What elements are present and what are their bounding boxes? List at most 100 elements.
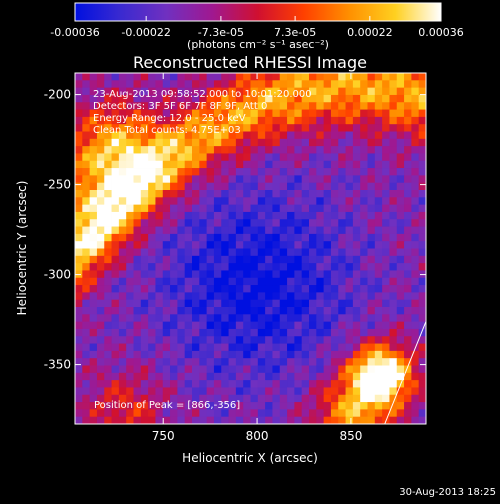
- heatmap-cell: [243, 197, 251, 206]
- heatmap-cell: [235, 343, 244, 352]
- heatmap-cell: [418, 233, 426, 242]
- heatmap-cell: [279, 336, 288, 344]
- heatmap-cell: [352, 277, 361, 286]
- heatmap-cell: [374, 365, 383, 374]
- heatmap-cell: [75, 116, 83, 125]
- heatmap-cell: [411, 175, 420, 184]
- heatmap-cell: [96, 219, 105, 227]
- heatmap-cell: [192, 380, 200, 388]
- heatmap-cell: [104, 255, 112, 264]
- heatmap-cell: [323, 394, 332, 403]
- heatmap-cell: [75, 124, 83, 132]
- heatmap-cell: [148, 402, 156, 410]
- heatmap-cell: [374, 292, 383, 301]
- heatmap-cell: [404, 270, 412, 279]
- heatmap-cell: [389, 263, 398, 271]
- heatmap-cell: [155, 102, 164, 110]
- heatmap-cell: [75, 365, 83, 374]
- heatmap-cell: [118, 380, 127, 388]
- heatmap-cell: [221, 204, 229, 213]
- heatmap-cell: [162, 182, 171, 191]
- heatmap-cell: [404, 350, 412, 359]
- heatmap-cell: [396, 248, 405, 257]
- heatmap-cell: [199, 138, 208, 147]
- heatmap-cell: [213, 182, 222, 191]
- heatmap-cell: [338, 321, 346, 330]
- heatmap-cell: [82, 146, 91, 154]
- heatmap-cell: [206, 394, 215, 403]
- heatmap-cell: [126, 372, 134, 381]
- heatmap-cell: [389, 197, 398, 206]
- heatmap-cell: [228, 314, 237, 323]
- heatmap-cell: [396, 102, 405, 110]
- heatmap-cell: [352, 153, 361, 162]
- heatmap-cell: [382, 226, 390, 235]
- heatmap-cell: [221, 219, 229, 227]
- heatmap-cell: [75, 109, 83, 118]
- heatmap-cell: [213, 131, 222, 140]
- heatmap-cell: [104, 109, 112, 118]
- heatmap-cell: [272, 124, 281, 132]
- heatmap-cell: [155, 73, 164, 81]
- heatmap-cell: [257, 394, 266, 403]
- heatmap-cell: [396, 124, 405, 132]
- heatmap-cell: [126, 109, 134, 118]
- heatmap-cell: [148, 314, 156, 323]
- heatmap-cell: [257, 372, 266, 381]
- heatmap-cell: [279, 153, 288, 162]
- heatmap-cell: [374, 343, 383, 352]
- heatmap-cell: [367, 87, 376, 96]
- heatmap-cell: [287, 131, 295, 140]
- heatmap-cell: [338, 233, 346, 242]
- heatmap-cell: [404, 73, 412, 81]
- heatmap-cell: [272, 343, 281, 352]
- heatmap-cell: [309, 124, 317, 132]
- heatmap-cell: [338, 285, 346, 293]
- heatmap-cell: [265, 387, 273, 396]
- heatmap-cell: [360, 387, 368, 396]
- heatmap-cell: [330, 138, 339, 147]
- heatmap-cell: [213, 124, 222, 132]
- heatmap-cell: [89, 416, 98, 424]
- heatmap-cell: [213, 372, 222, 381]
- heatmap-cell: [411, 73, 420, 81]
- heatmap-cell: [111, 80, 120, 89]
- heatmap-cell: [382, 365, 390, 374]
- heatmap-cell: [309, 387, 317, 396]
- heatmap-cell: [411, 146, 420, 154]
- heatmap-cell: [170, 365, 178, 374]
- heatmap-cell: [82, 138, 91, 147]
- heatmap-cell: [221, 328, 229, 337]
- heatmap-cell: [309, 131, 317, 140]
- heatmap-cell: [184, 190, 193, 198]
- heatmap-cell: [243, 255, 251, 264]
- heatmap-cell: [148, 190, 156, 198]
- heatmap-cell: [82, 299, 91, 308]
- heatmap-cell: [184, 416, 193, 424]
- heatmap-cell: [316, 168, 325, 176]
- heatmap-cell: [104, 372, 112, 381]
- heatmap-cell: [418, 204, 426, 213]
- heatmap-cell: [411, 124, 420, 132]
- heatmap-cell: [345, 350, 354, 359]
- heatmap-cell: [155, 146, 164, 154]
- heatmap-cell: [309, 321, 317, 330]
- heatmap-cell: [75, 168, 83, 176]
- heatmap-cell: [374, 285, 383, 293]
- heatmap-cell: [279, 168, 288, 176]
- heatmap-cell: [228, 153, 237, 162]
- heatmap-cell: [221, 182, 229, 191]
- heatmap-cell: [287, 146, 295, 154]
- heatmap-cell: [301, 124, 310, 132]
- heatmap-cell: [345, 226, 354, 235]
- heatmap-cell: [96, 87, 105, 96]
- heatmap-cell: [75, 321, 83, 330]
- heatmap-cell: [111, 402, 120, 410]
- heatmap-cell: [162, 358, 171, 366]
- heatmap-cell: [184, 153, 193, 162]
- heatmap-cell: [192, 350, 200, 359]
- heatmap-cell: [360, 314, 368, 323]
- heatmap-cell: [279, 87, 288, 96]
- heatmap-cell: [250, 190, 259, 198]
- heatmap-cell: [316, 285, 325, 293]
